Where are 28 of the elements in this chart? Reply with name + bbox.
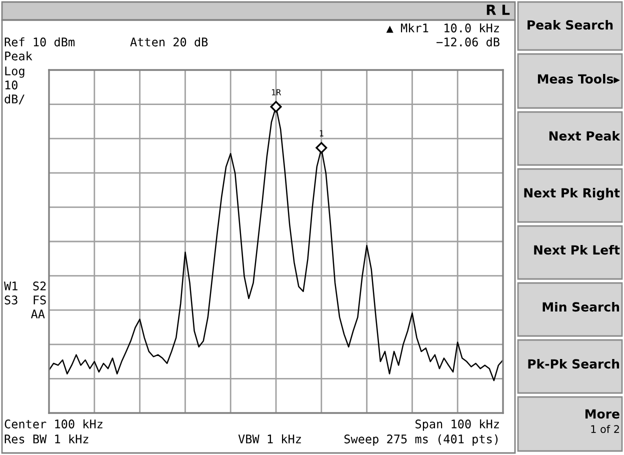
text: W1 S2 xyxy=(4,282,46,290)
text: R L xyxy=(486,4,510,15)
text: Peak xyxy=(5,51,32,60)
text: 10 xyxy=(5,80,18,90)
text: −12.06 dB xyxy=(436,37,500,46)
text: Center 100 kHz xyxy=(4,419,102,428)
text: Log xyxy=(5,66,24,78)
text: AA xyxy=(31,310,45,318)
text: dB/ xyxy=(4,94,24,104)
text: Next Peak xyxy=(549,130,620,141)
text: Pk-Pk Search xyxy=(528,358,620,369)
text: VBW 1 kHz xyxy=(238,434,301,444)
text: Res BW 1 kHz xyxy=(4,434,88,444)
text: Atten 20 dB xyxy=(130,37,208,46)
text: Peak Search xyxy=(528,20,613,30)
annotation: 1 xyxy=(320,130,324,136)
text: Min Search xyxy=(542,302,620,312)
text: Span 100 kHz xyxy=(416,419,499,431)
text: Next Pk Left xyxy=(534,244,620,255)
text: 1 of 2 xyxy=(591,424,619,434)
text: Sweep 275 ms (401 pts) xyxy=(344,434,498,446)
text: Next Pk Right xyxy=(524,188,620,200)
annotation: 1R xyxy=(272,89,282,96)
text: More xyxy=(585,409,620,419)
text: S3 FS xyxy=(4,296,46,304)
text: ▲ Mkr1 10.0 kHz xyxy=(386,23,499,33)
text: Ref 10 dBm xyxy=(4,37,75,46)
text: Meas Tools▸ xyxy=(538,74,620,84)
